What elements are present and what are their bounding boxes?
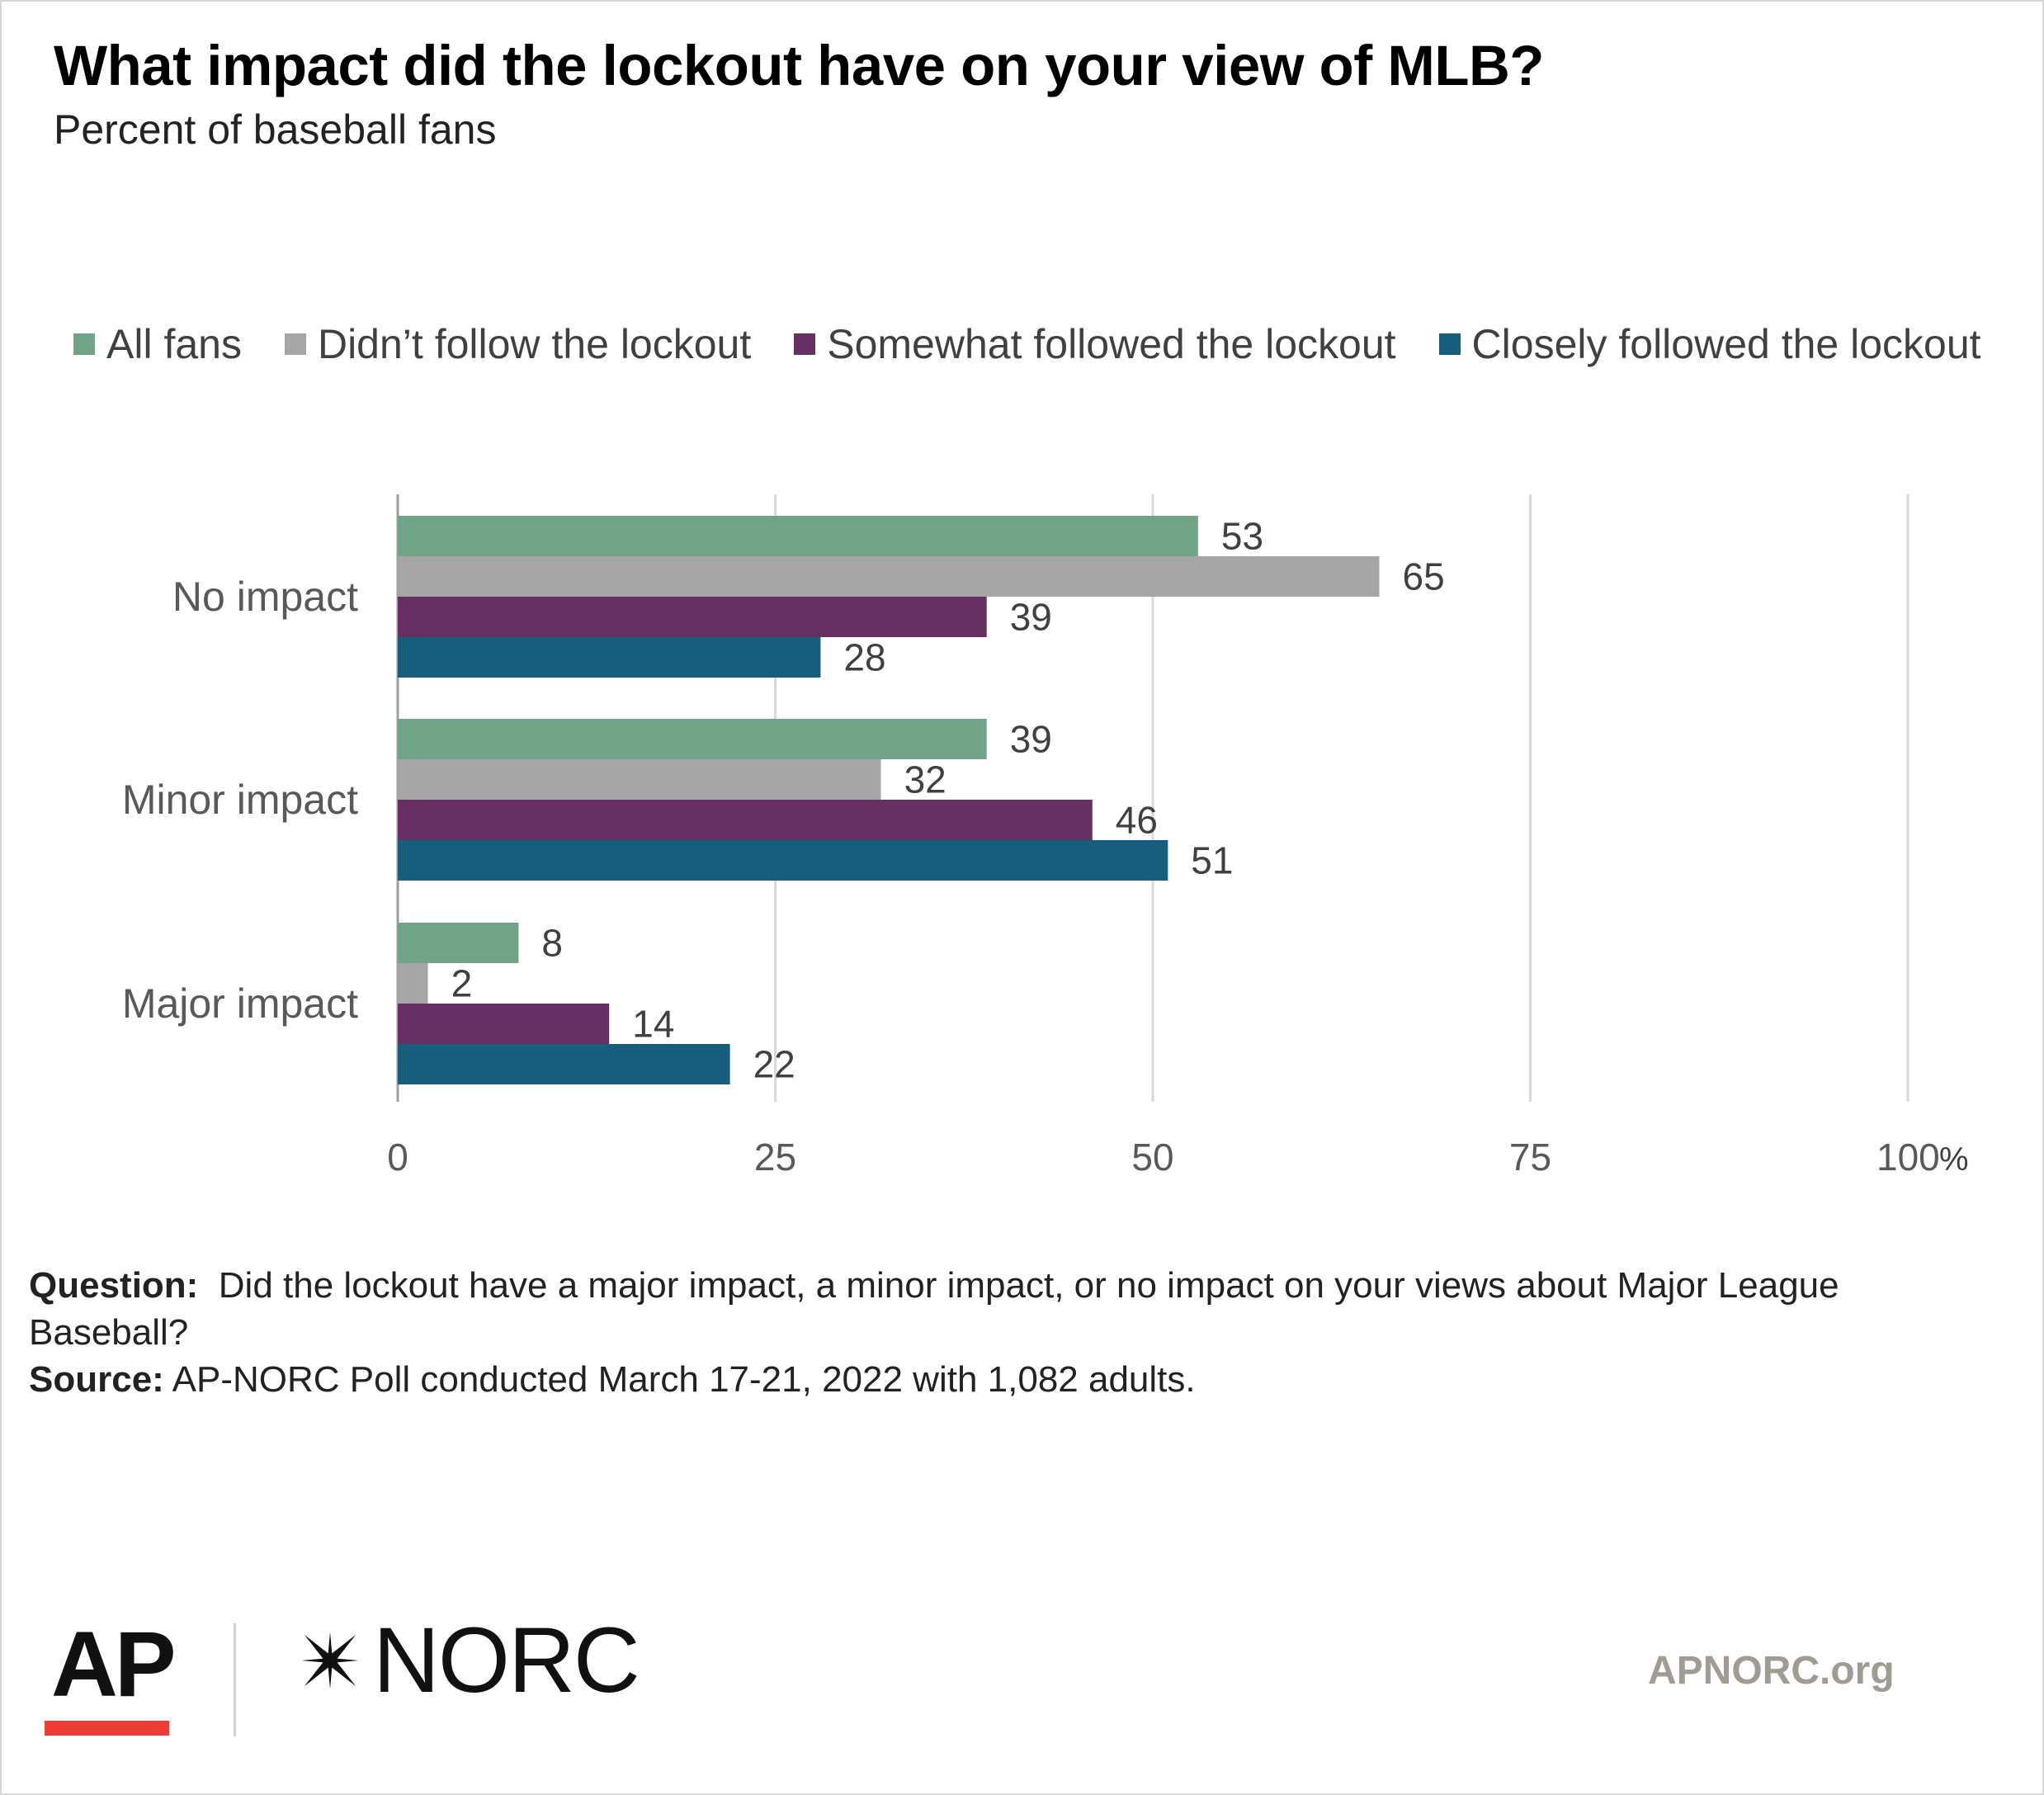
norc-star-icon — [301, 1631, 359, 1689]
norc-wordmark: NORC — [373, 1608, 640, 1712]
x-tick-label: 75 — [1509, 1136, 1551, 1179]
legend-label: All fans — [106, 321, 242, 367]
bar — [398, 1044, 730, 1084]
legend-item-all-fans: All fans — [73, 320, 242, 368]
data-label: 65 — [1403, 555, 1445, 598]
bar — [398, 923, 519, 963]
bar — [398, 840, 1168, 881]
ap-logo-underline — [45, 1721, 169, 1736]
source-note: Source: AP-NORC Poll conducted March 17-… — [29, 1356, 1968, 1403]
bar — [398, 963, 428, 1004]
legend-swatch — [284, 333, 306, 355]
bar-chart: 0 25 50 75 100 % No impact Minor impact Major im… — [122, 494, 1969, 1179]
norc-logo: NORC — [290, 1607, 640, 1713]
bar — [398, 556, 1380, 597]
legend-item-didnt-follow: Didn’t follow the lockout — [284, 320, 752, 368]
data-label: 39 — [1010, 718, 1052, 761]
legend-label: Somewhat followed the lockout — [827, 321, 1396, 367]
category-label: Minor impact — [122, 777, 358, 823]
bar — [398, 597, 987, 637]
data-label: 46 — [1116, 799, 1158, 842]
bar — [398, 516, 1198, 556]
ap-logo: AP — [51, 1613, 177, 1716]
bar — [398, 800, 1093, 840]
legend-label: Didn’t follow the lockout — [317, 321, 752, 367]
x-tick-label: 25 — [754, 1136, 796, 1179]
legend-swatch — [794, 333, 816, 355]
source-label: Source: — [29, 1359, 164, 1400]
source-text: AP-NORC Poll conducted March 17-21, 2022… — [172, 1359, 1196, 1400]
data-label: 14 — [632, 1003, 674, 1046]
question-note: Question: Did the lockout have a major i… — [29, 1262, 1968, 1356]
x-tick-label: 0 — [387, 1136, 408, 1179]
category-label: No impact — [172, 574, 358, 620]
footnotes: Question: Did the lockout have a major i… — [29, 1262, 1968, 1403]
logo-divider — [234, 1623, 236, 1736]
legend: All fans Didn’t follow the lockout Somew… — [73, 319, 2024, 369]
data-label: 32 — [904, 758, 946, 801]
bar — [398, 637, 821, 678]
bar — [398, 759, 881, 800]
website-link[interactable]: APNORC.org — [1648, 1649, 1895, 1693]
x-tick-label: 50 — [1131, 1136, 1173, 1179]
legend-swatch — [73, 333, 95, 355]
data-label: 28 — [843, 636, 885, 679]
x-tick-label: 100 — [1876, 1136, 1940, 1179]
bar — [398, 719, 987, 759]
legend-label: Closely followed the lockout — [1471, 321, 1981, 367]
category-label: Major impact — [122, 980, 358, 1027]
legend-item-closely-followed: Closely followed the lockout — [1438, 320, 1981, 368]
bar — [398, 1004, 610, 1044]
data-label: 51 — [1191, 839, 1233, 882]
question-text: Did the lockout have a major impact, a m… — [29, 1265, 1839, 1353]
data-label: 22 — [753, 1043, 795, 1086]
data-label: 39 — [1010, 596, 1052, 639]
chart-title: What impact did the lockout have on your… — [54, 34, 1544, 97]
legend-swatch — [1438, 333, 1461, 355]
question-label: Question: — [29, 1265, 199, 1306]
data-label: 2 — [451, 962, 473, 1005]
data-label: 8 — [541, 922, 563, 965]
chart-subtitle: Percent of baseball fans — [54, 106, 497, 153]
x-axis-unit: % — [1939, 1141, 1969, 1178]
legend-item-somewhat-followed: Somewhat followed the lockout — [794, 320, 1396, 368]
data-label: 53 — [1221, 515, 1263, 558]
